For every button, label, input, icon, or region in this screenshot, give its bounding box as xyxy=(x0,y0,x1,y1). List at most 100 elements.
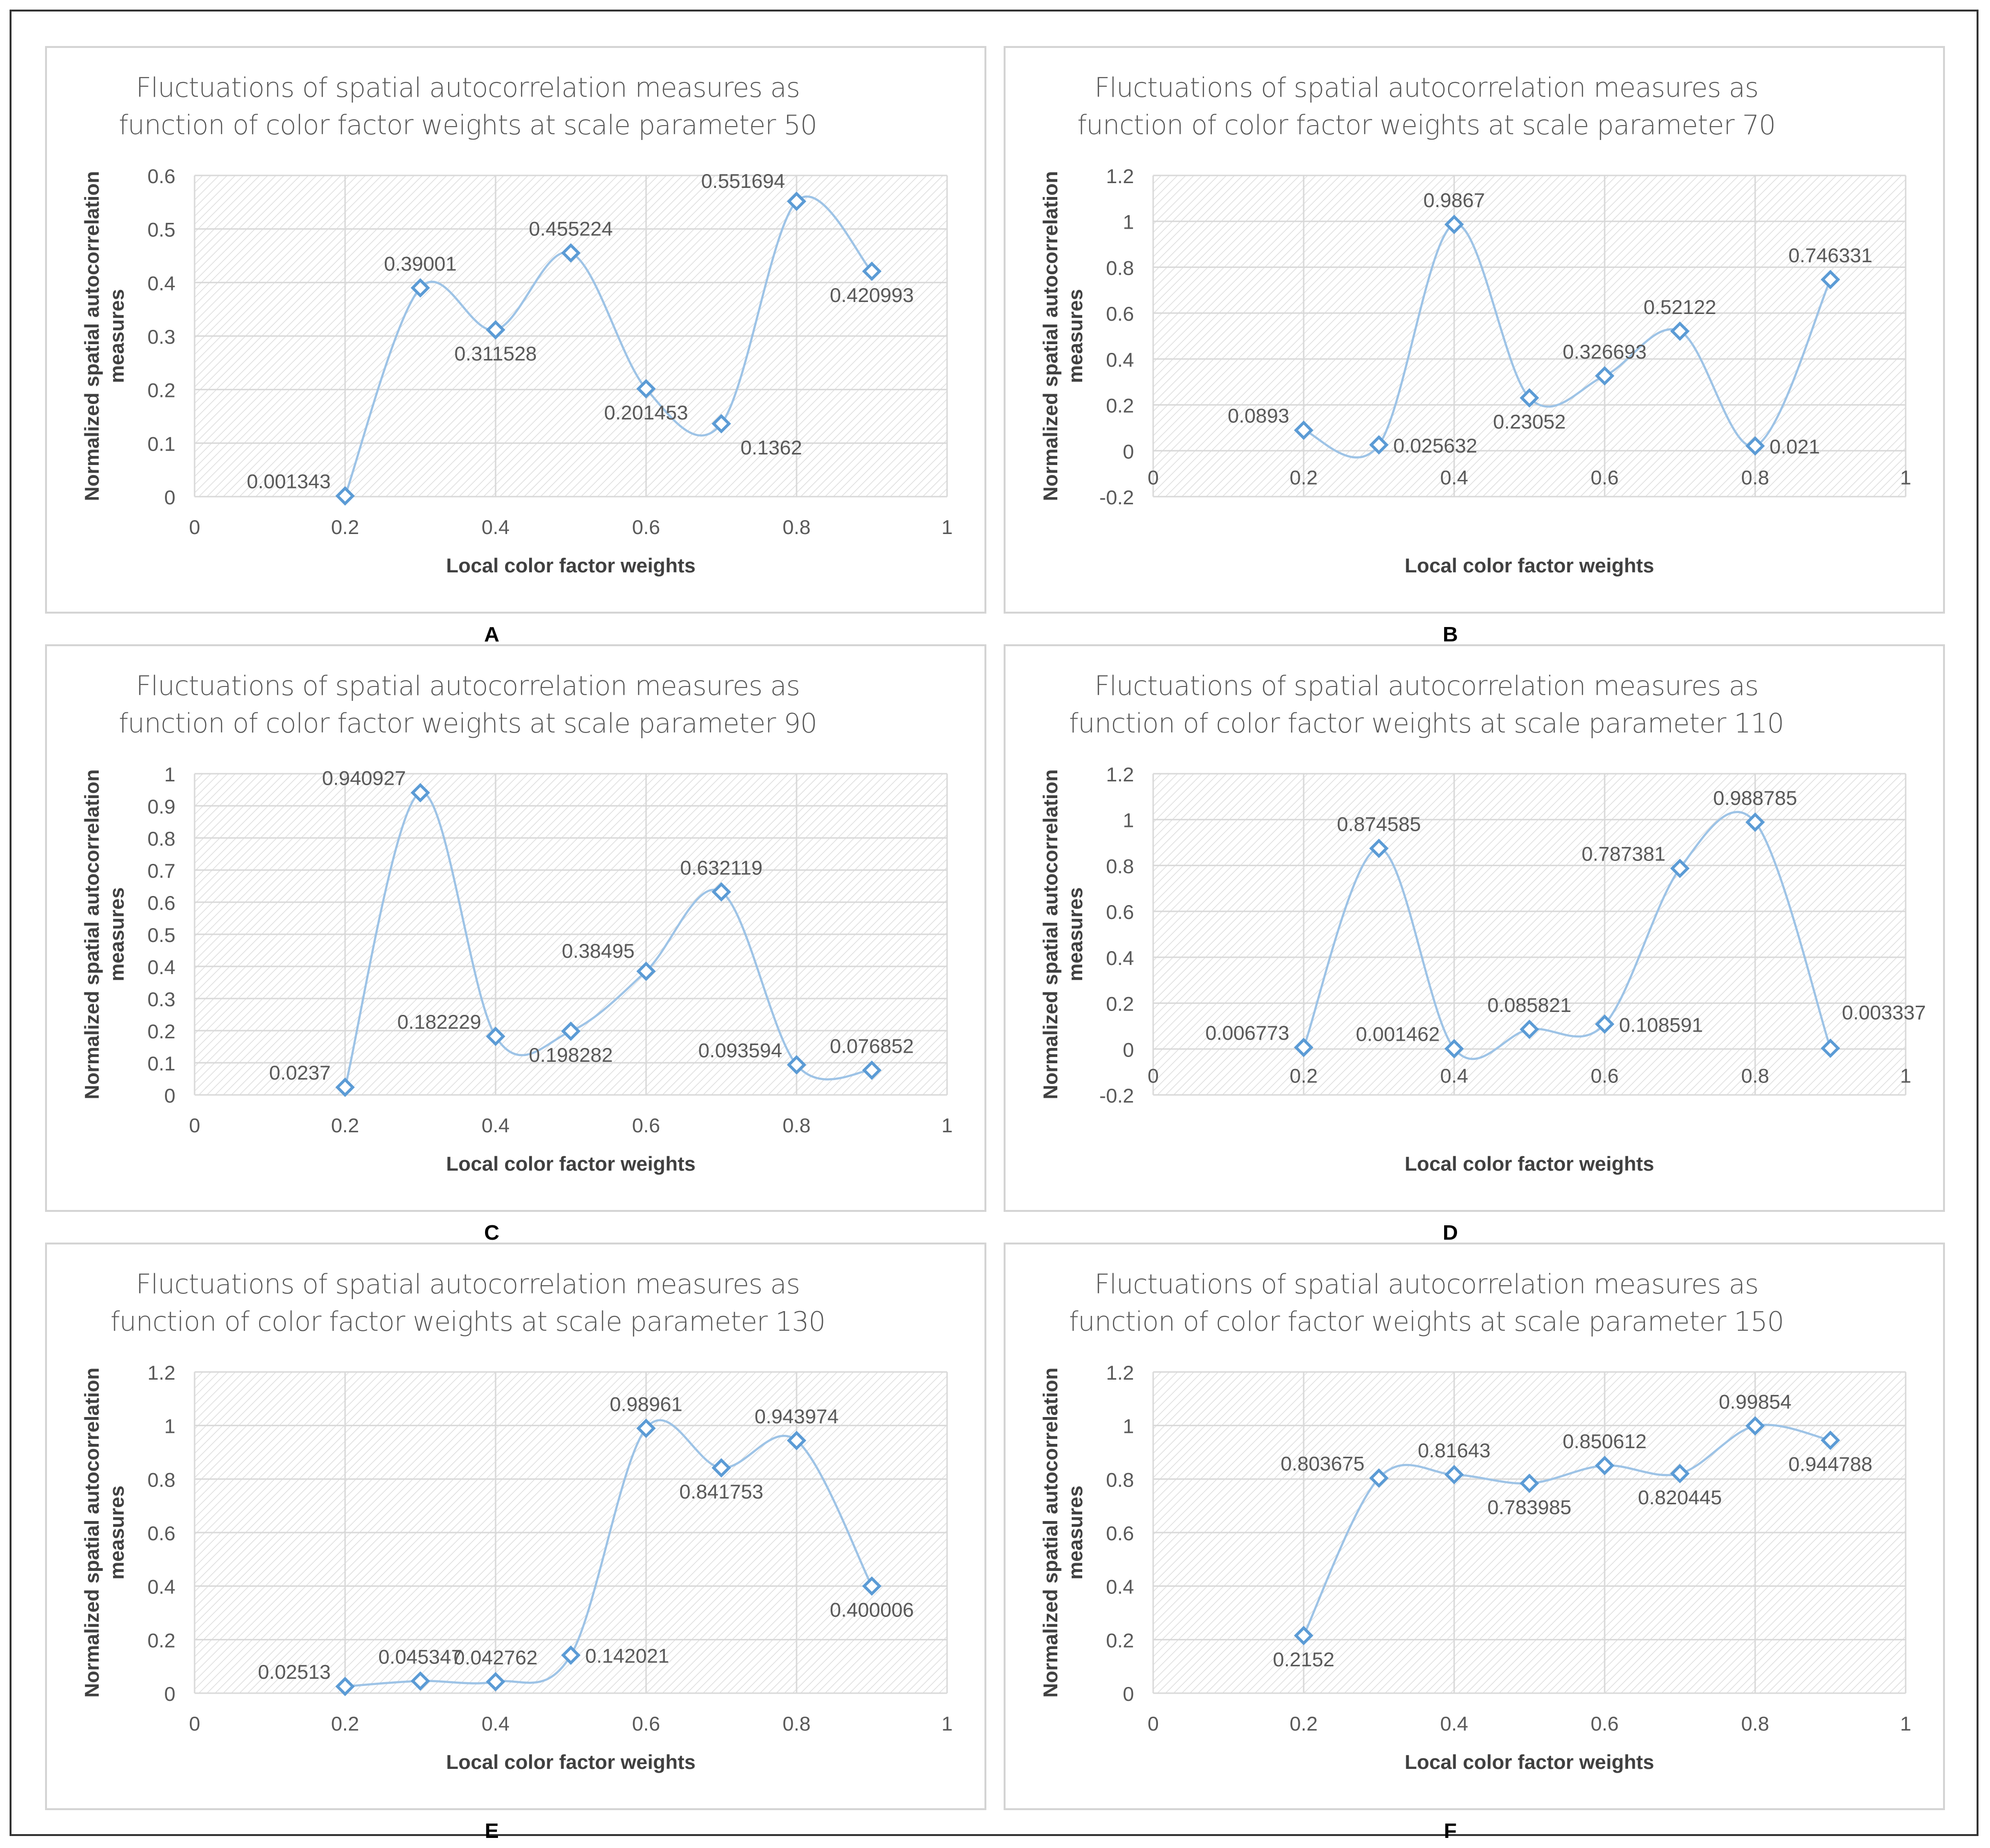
x-tick-label: 0 xyxy=(189,1114,200,1137)
data-label: 0.783985 xyxy=(1487,1496,1571,1518)
x-tick-label: 0.8 xyxy=(783,1712,810,1735)
y-axis-title-line: measures xyxy=(1064,887,1087,981)
x-tick-label: 0.4 xyxy=(1440,466,1468,488)
data-point-marker xyxy=(787,191,807,211)
chart-title-line: Fluctuations of spatial autocorrelation … xyxy=(1094,671,1758,702)
y-tick-label: 0.1 xyxy=(148,1052,175,1075)
x-tick-label: 1 xyxy=(941,1712,952,1735)
data-point-marker xyxy=(787,1055,807,1075)
y-tick-label: 0 xyxy=(1123,1038,1134,1061)
x-axis-title: Local color factor weights xyxy=(446,1751,695,1773)
data-point-marker xyxy=(1444,1464,1464,1485)
y-tick-label: 1.2 xyxy=(1106,165,1134,187)
y-axis-title-line: measures xyxy=(1064,1486,1087,1580)
y-axis-title-line: measures xyxy=(1064,289,1087,383)
chart-title-line: Fluctuations of spatial autocorrelation … xyxy=(136,72,799,104)
y-tick-label: 0.2 xyxy=(148,1020,175,1043)
data-label: 0.81643 xyxy=(1418,1439,1491,1462)
x-tick-label: 0.8 xyxy=(1741,466,1769,488)
y-tick-label: 0.4 xyxy=(148,956,175,978)
plot-area xyxy=(1153,175,1906,497)
y-tick-label: 0 xyxy=(1123,1683,1134,1705)
data-point-marker xyxy=(1519,1474,1539,1493)
chart-panel-a: Fluctuations of spatial autocorrelation … xyxy=(45,46,986,646)
data-label: 0.632119 xyxy=(680,856,763,879)
data-point-marker xyxy=(1670,859,1690,878)
data-label: 0.38495 xyxy=(562,940,635,962)
x-tick-label: 0 xyxy=(1147,1064,1158,1087)
chart-title-line: function of color factor weights at scal… xyxy=(1069,1306,1783,1337)
y-tick-label: 0.8 xyxy=(1106,256,1134,279)
y-tick-label: 1 xyxy=(1123,211,1134,233)
y-axis-title-line: Normalized spatial autocorrelation xyxy=(81,769,103,1100)
data-label: 0.9867 xyxy=(1423,189,1485,211)
y-tick-label: 1 xyxy=(164,763,175,786)
data-label: 0.198282 xyxy=(529,1044,613,1066)
y-tick-label: 1.2 xyxy=(1106,763,1134,786)
data-point-marker xyxy=(486,1026,506,1046)
data-label: 0.455224 xyxy=(529,218,613,240)
x-tick-label: 1 xyxy=(1900,1712,1911,1735)
data-point-marker xyxy=(410,278,430,298)
data-point-marker xyxy=(636,961,656,981)
data-point-marker xyxy=(711,1458,731,1478)
y-axis-title: Normalized spatial autocorrelation measur… xyxy=(81,171,128,501)
x-tick-label: 0.4 xyxy=(1440,1064,1468,1087)
y-tick-label: 0.4 xyxy=(1106,349,1134,371)
x-tick-label: 1 xyxy=(941,516,952,538)
data-point-marker xyxy=(1820,269,1840,290)
y-tick-label: 0.8 xyxy=(1106,1468,1134,1491)
data-point-marker xyxy=(486,320,506,340)
data-point-marker xyxy=(1519,1019,1539,1039)
y-axis-title-line: Normalized spatial autocorrelation xyxy=(1039,171,1062,501)
data-point-marker xyxy=(636,379,656,399)
data-point-marker xyxy=(1369,1468,1389,1488)
y-axis-title: Normalized spatial autocorrelation measur… xyxy=(81,1368,128,1698)
y-tick-label: 0.6 xyxy=(1106,1522,1134,1545)
chart-panel-f: Fluctuations of spatial autocorrelation … xyxy=(1004,1243,1945,1843)
data-point-marker xyxy=(1745,812,1765,832)
data-point-marker xyxy=(862,1576,882,1596)
y-tick-label: 1.2 xyxy=(1106,1361,1134,1384)
x-tick-label: 0.4 xyxy=(1440,1712,1468,1735)
data-point-marker xyxy=(1444,214,1464,234)
y-tick-label: 0.3 xyxy=(148,325,175,348)
data-point-marker xyxy=(410,1671,430,1691)
x-tick-label: 0.2 xyxy=(331,1114,359,1137)
y-tick-label: 1 xyxy=(1123,1415,1134,1438)
data-point-marker xyxy=(1294,420,1314,440)
y-axis-title: Normalized spatial autocorrelation measur… xyxy=(1039,171,1087,501)
y-axis-title-line: measures xyxy=(105,1486,128,1580)
data-point-marker xyxy=(1595,1014,1615,1034)
y-tick-label: 0.6 xyxy=(148,892,175,914)
data-label: 0.001343 xyxy=(247,470,331,493)
data-point-marker xyxy=(561,1021,581,1041)
data-label: 0.39001 xyxy=(384,252,457,275)
data-label: 0.045347 xyxy=(378,1646,462,1668)
data-point-marker xyxy=(410,783,430,802)
data-label: 0.420993 xyxy=(830,284,914,306)
x-tick-label: 0.6 xyxy=(1591,466,1619,488)
data-point-marker xyxy=(862,1060,882,1080)
chart-title-line: function of color factor weights at scal… xyxy=(1069,708,1783,739)
x-tick-label: 0 xyxy=(189,1712,200,1735)
y-tick-label: 0 xyxy=(164,1084,175,1107)
data-label: 0.841753 xyxy=(679,1480,763,1503)
data-point-marker xyxy=(1595,366,1615,386)
data-label: 0.0237 xyxy=(269,1061,331,1084)
data-point-marker xyxy=(1745,436,1765,456)
y-axis-title-line: Normalized spatial autocorrelation xyxy=(1039,769,1062,1100)
y-tick-label: 0.6 xyxy=(148,165,175,187)
data-label: 0.042762 xyxy=(453,1646,537,1669)
x-axis-title: Local color factor weights xyxy=(1405,554,1654,577)
data-label: 0.988785 xyxy=(1713,787,1797,809)
x-tick-label: 0.8 xyxy=(783,516,810,538)
y-tick-label: 0 xyxy=(1123,440,1134,463)
data-label: 0.003337 xyxy=(1842,1001,1926,1024)
data-point-marker xyxy=(1294,1037,1314,1058)
y-tick-label: 0.2 xyxy=(148,379,175,402)
data-label: 0.99854 xyxy=(1719,1390,1792,1413)
panel-label: B xyxy=(1443,623,1458,646)
x-tick-label: 0 xyxy=(1147,1712,1158,1735)
data-label: 0.803675 xyxy=(1281,1452,1365,1475)
